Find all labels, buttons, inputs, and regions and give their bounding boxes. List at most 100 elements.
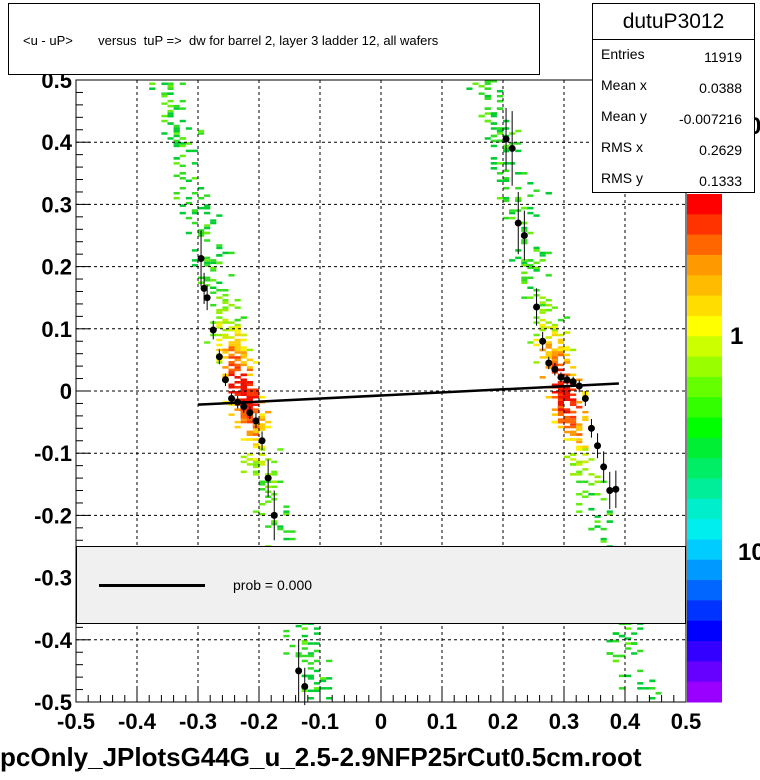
histogram-cell xyxy=(545,341,552,344)
histogram-cell xyxy=(167,87,174,90)
y-tick-label: 0.4 xyxy=(41,130,72,155)
histogram-cell xyxy=(551,348,558,352)
histogram-cell xyxy=(490,134,497,138)
histogram-cell xyxy=(533,266,540,270)
histogram-cell xyxy=(252,388,259,391)
histogram-cell xyxy=(198,129,205,133)
histogram-cell xyxy=(307,642,314,645)
histogram-cell xyxy=(515,142,522,145)
histogram-cell xyxy=(246,403,253,406)
histogram-cell xyxy=(228,356,235,359)
histogram-cell xyxy=(576,425,583,429)
histogram-cell xyxy=(307,677,314,680)
colorbar-swatch xyxy=(687,397,722,419)
histogram-cell xyxy=(216,311,223,314)
histogram-cell xyxy=(527,276,534,280)
histogram-cell xyxy=(307,667,314,670)
colorbar-swatch xyxy=(687,600,722,622)
profile-point xyxy=(508,144,516,152)
histogram-cell xyxy=(222,301,229,304)
profile-point xyxy=(520,232,528,239)
histogram-cell xyxy=(204,261,211,265)
histogram-cell xyxy=(551,306,558,309)
histogram-cell xyxy=(246,358,253,362)
x-tick-label: 0.5 xyxy=(671,709,702,734)
histogram-cell xyxy=(527,194,534,197)
histogram-cell xyxy=(191,264,198,267)
histogram-cell xyxy=(301,627,308,630)
histogram-cell xyxy=(576,460,583,464)
histogram-cell xyxy=(527,266,534,270)
y-tick-label: -0.1 xyxy=(34,441,72,466)
histogram-cell xyxy=(582,410,589,414)
histogram-cell xyxy=(191,191,198,195)
histogram-cell xyxy=(521,271,528,275)
histogram-cell xyxy=(588,493,595,496)
histogram-cell xyxy=(496,139,503,143)
histogram-cell xyxy=(490,157,497,160)
histogram-cell xyxy=(246,430,253,434)
histogram-cell xyxy=(539,328,546,332)
histogram-cell xyxy=(259,415,266,419)
histogram-cell xyxy=(557,408,564,411)
histogram-cell xyxy=(179,211,186,215)
histogram-cell xyxy=(631,652,638,655)
histogram-cell xyxy=(618,674,625,678)
histogram-cell xyxy=(564,353,571,357)
histogram-cell xyxy=(533,246,540,250)
histogram-cell xyxy=(649,697,656,700)
histogram-cell xyxy=(618,654,625,658)
profile-point xyxy=(557,373,565,381)
histogram-cell xyxy=(557,410,564,414)
histogram-cell xyxy=(564,388,571,391)
histogram-cell xyxy=(222,356,229,359)
histogram-cell xyxy=(234,393,241,396)
histogram-cell xyxy=(490,144,497,148)
colorbar-swatch xyxy=(687,295,722,317)
histogram-cell xyxy=(484,87,491,90)
histogram-cell xyxy=(625,647,632,650)
profile-points xyxy=(197,107,620,706)
histogram-cell xyxy=(271,473,278,476)
histogram-cell xyxy=(313,687,320,690)
profile-point xyxy=(246,409,254,417)
profile-point xyxy=(545,359,553,367)
histogram-cell xyxy=(234,341,241,344)
histogram-cell xyxy=(527,286,534,289)
histogram-cell xyxy=(283,505,290,508)
histogram-cell xyxy=(173,162,180,165)
histogram-cell xyxy=(222,306,229,309)
histogram-cell xyxy=(594,520,601,523)
histogram-cell xyxy=(600,497,607,501)
histogram-cell xyxy=(582,495,589,498)
histogram-cell xyxy=(539,323,546,327)
histogram-cell xyxy=(539,308,546,312)
histogram-cell xyxy=(228,413,235,416)
histogram-cell xyxy=(191,209,198,212)
stats-label: Mean y xyxy=(601,108,647,124)
histogram-cell xyxy=(496,94,503,98)
histogram-cell xyxy=(228,346,235,349)
histogram-cell xyxy=(173,107,180,110)
histogram-cell xyxy=(252,465,259,469)
histogram-cell xyxy=(551,323,558,327)
histogram-cell xyxy=(246,383,253,387)
histogram-cell xyxy=(204,279,211,282)
histogram-cell xyxy=(283,652,290,655)
histogram-cell xyxy=(222,293,229,297)
histogram-cell xyxy=(246,391,253,394)
histogram-cell xyxy=(612,659,619,663)
histogram-cell xyxy=(564,438,571,441)
histogram-cell xyxy=(490,139,497,143)
profile-point xyxy=(240,403,248,411)
histogram-cell xyxy=(167,112,174,115)
histogram-cell xyxy=(283,634,290,638)
histogram-cell xyxy=(570,366,577,369)
histogram-cell xyxy=(527,206,534,210)
histogram-cell xyxy=(582,453,589,456)
histogram-cell xyxy=(637,627,644,630)
histogram-cell xyxy=(557,420,564,424)
histogram-cell xyxy=(204,226,211,230)
histogram-cell xyxy=(576,400,583,404)
histogram-cell xyxy=(496,172,503,175)
